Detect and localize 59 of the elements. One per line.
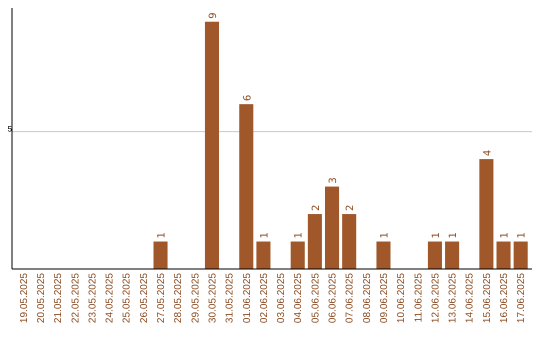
data-label: 6 — [242, 94, 254, 102]
data-label: 2 — [345, 204, 356, 212]
x-tick-label: 03.06.2025 — [276, 272, 288, 324]
x-tick-label: 29.05.2025 — [190, 272, 202, 324]
x-tick-label: 04.06.2025 — [293, 272, 304, 324]
x-tick-label: 13.06.2025 — [448, 272, 459, 324]
bar — [239, 104, 254, 269]
bar — [308, 214, 322, 269]
x-tick-label: 01.06.2025 — [242, 272, 253, 324]
x-tick-label: 14.06.2025 — [464, 272, 476, 324]
x-tick-label: 20.05.2025 — [36, 272, 47, 324]
bar — [256, 242, 270, 269]
x-tick-label: 09.06.2025 — [378, 272, 390, 324]
data-label: 1 — [294, 232, 305, 239]
bar — [342, 214, 356, 269]
x-tick-label: 12.06.2025 — [430, 272, 442, 324]
x-tick-label: 26.05.2025 — [138, 272, 150, 324]
x-tick-label: 22.05.2025 — [70, 272, 82, 324]
data-label: 9 — [208, 12, 219, 19]
x-tick-label: 08.06.2025 — [362, 272, 373, 324]
x-tick-label: 30.05.2025 — [207, 272, 218, 324]
bar — [204, 22, 220, 269]
x-tick-label: 02.06.2025 — [258, 272, 270, 324]
x-tick-label: 24.05.2025 — [104, 272, 116, 324]
x-tick-label: 19.05.2025 — [18, 272, 30, 324]
bar — [445, 242, 460, 269]
data-label: 1 — [448, 232, 460, 239]
bar — [496, 242, 511, 269]
bar — [290, 242, 305, 269]
data-label: 3 — [328, 177, 340, 184]
data-label: 1 — [500, 232, 511, 239]
bar — [153, 242, 168, 269]
x-tick-label: 06.06.2025 — [328, 272, 339, 324]
data-label: 1 — [259, 232, 270, 239]
x-tick-label: 10.06.2025 — [396, 272, 408, 324]
data-label: 1 — [379, 232, 390, 239]
x-tick-label: 07.06.2025 — [344, 272, 356, 324]
y-tick-label: 5 — [8, 124, 13, 134]
x-tick-label: 11.06.2025 — [413, 272, 424, 322]
bar — [514, 242, 528, 269]
x-tick-label: 15.06.2025 — [482, 272, 493, 324]
bar — [479, 159, 494, 269]
bar — [324, 186, 340, 269]
data-label: 1 — [516, 232, 528, 239]
x-tick-label: 23.05.2025 — [87, 272, 98, 324]
x-tick-label: 17.06.2025 — [516, 272, 528, 324]
data-label: 4 — [482, 150, 494, 156]
x-tick-label: 27.05.2025 — [156, 272, 168, 324]
x-tick-label: 31.05.2025 — [224, 272, 236, 324]
x-tick-label: 25.05.2025 — [122, 272, 133, 324]
bar — [376, 242, 391, 269]
data-label: 1 — [156, 232, 168, 239]
data-label: 1 — [430, 232, 442, 239]
x-tick-label: 21.05.2025 — [53, 272, 64, 324]
data-label: 2 — [310, 204, 322, 212]
x-tick-label: 28.05.2025 — [173, 272, 184, 324]
bar — [428, 242, 442, 269]
x-tick-label: 16.06.2025 — [499, 272, 510, 324]
x-tick-label: 05.06.2025 — [310, 272, 322, 324]
